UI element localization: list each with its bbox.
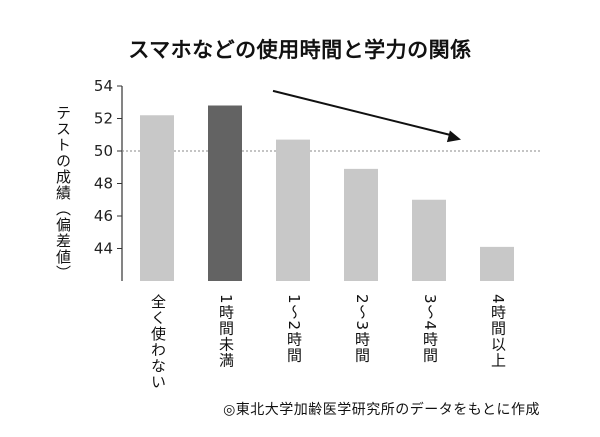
x-tick-label: 全く使わない [149, 294, 167, 390]
bar [344, 168, 378, 281]
bar [208, 105, 242, 281]
x-tick-label: 1時間未満 [217, 294, 235, 369]
y-tick-label: 44 [94, 240, 113, 258]
y-axis-label: テストの成績（偏差値） [54, 105, 72, 281]
y-tick-label: 48 [94, 175, 113, 193]
bar [276, 139, 310, 281]
y-tick-label: 54 [94, 77, 113, 95]
x-tick-label: 4時間以上 [489, 294, 507, 369]
bar [412, 199, 446, 281]
bar [480, 246, 514, 281]
x-tick-label: 3〜4時間 [421, 294, 439, 364]
y-tick-label: 46 [94, 207, 113, 225]
trend-arrow-line [272, 89, 454, 137]
y-tick-label: 52 [94, 110, 113, 128]
x-tick-label: 2〜3時間 [353, 294, 371, 364]
source-note: ◎東北大学加齢医学研究所のデータをもとに作成 [223, 402, 540, 418]
trend-arrow-head [446, 130, 461, 143]
y-tick-label: 50 [94, 142, 113, 160]
x-tick-label: 1〜2時間 [285, 294, 303, 364]
chart-title: スマホなどの使用時間と学力の関係 [128, 38, 472, 62]
bar [140, 115, 174, 281]
